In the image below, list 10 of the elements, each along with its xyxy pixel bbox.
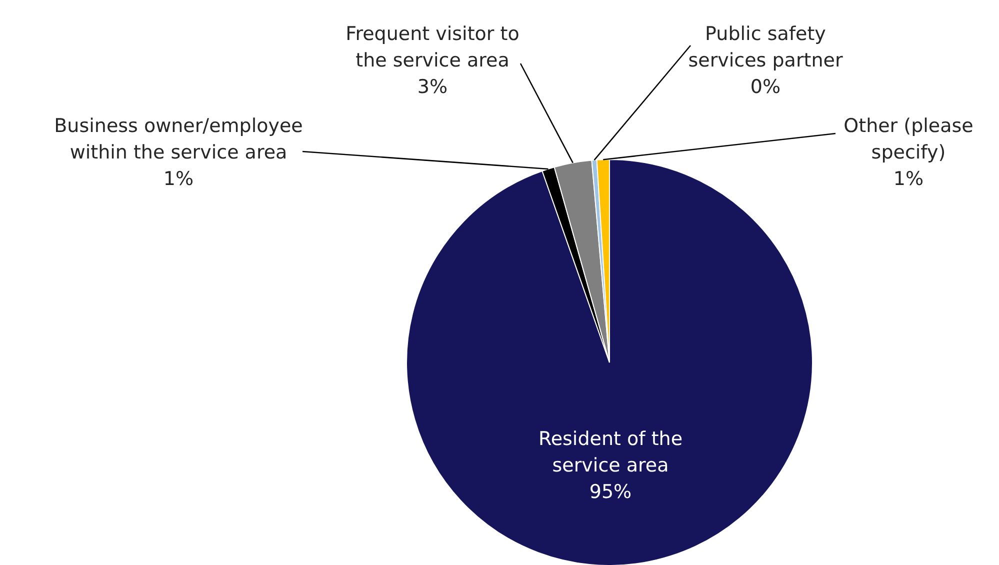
data-label: 3%: [417, 76, 448, 98]
slice-label: Business owner/employee within the service area: [54, 115, 303, 164]
data-label: 95%: [589, 480, 632, 503]
slice-label: Public safety services partner: [688, 23, 843, 72]
slice-label: Other (please specify): [844, 115, 974, 164]
slice-label: Resident of the service area: [538, 428, 683, 476]
data-label: 1%: [163, 168, 194, 190]
data-label: 1%: [893, 168, 924, 190]
data-label: 0%: [750, 76, 781, 98]
slice-label: Frequent visitor to the service area: [346, 23, 520, 72]
